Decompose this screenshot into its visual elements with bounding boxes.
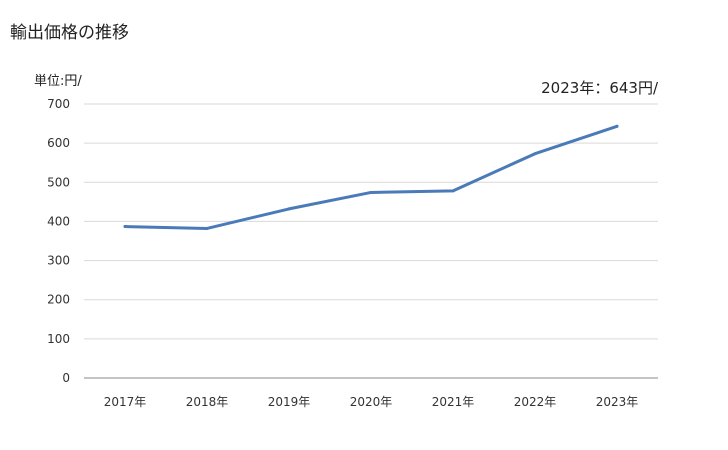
page-title: 輸出価格の推移 [10, 23, 129, 43]
x-tick-label: 2020年 [350, 395, 393, 409]
y-tick-label: 300 [47, 254, 70, 268]
series [123, 124, 619, 230]
y-tick-label: 200 [47, 293, 70, 307]
x-tick-label: 2022年 [514, 395, 557, 409]
x-tick-label: 2021年 [432, 395, 475, 409]
y-tick-label: 600 [47, 136, 70, 150]
data-point [205, 226, 209, 230]
y-tick-label: 100 [47, 332, 70, 346]
data-point [369, 190, 373, 194]
data-point [123, 225, 127, 229]
y-tick-label: 700 [47, 97, 70, 111]
y-axis-ticks: 0 100 200 300 400 500 600 700 [47, 97, 70, 385]
unit-label: 単位:円/ [34, 74, 82, 89]
data-point [533, 152, 537, 156]
latest-value-label: 2023年：643円/ [541, 79, 658, 97]
x-tick-label: 2023年 [596, 395, 639, 409]
x-tick-label: 2018年 [186, 395, 229, 409]
data-point [615, 124, 619, 128]
y-tick-label: 500 [47, 175, 70, 189]
x-tick-label: 2017年 [104, 395, 147, 409]
gridlines [84, 103, 658, 379]
x-tick-label: 2019年 [268, 395, 311, 409]
y-tick-label: 0 [62, 371, 70, 385]
data-point [287, 207, 291, 211]
x-axis-ticks: 2017年 2018年 2019年 2020年 2021年 2022年 2023年 [104, 395, 639, 409]
data-point [451, 189, 455, 193]
y-tick-label: 400 [47, 214, 70, 228]
series-line [123, 124, 619, 230]
